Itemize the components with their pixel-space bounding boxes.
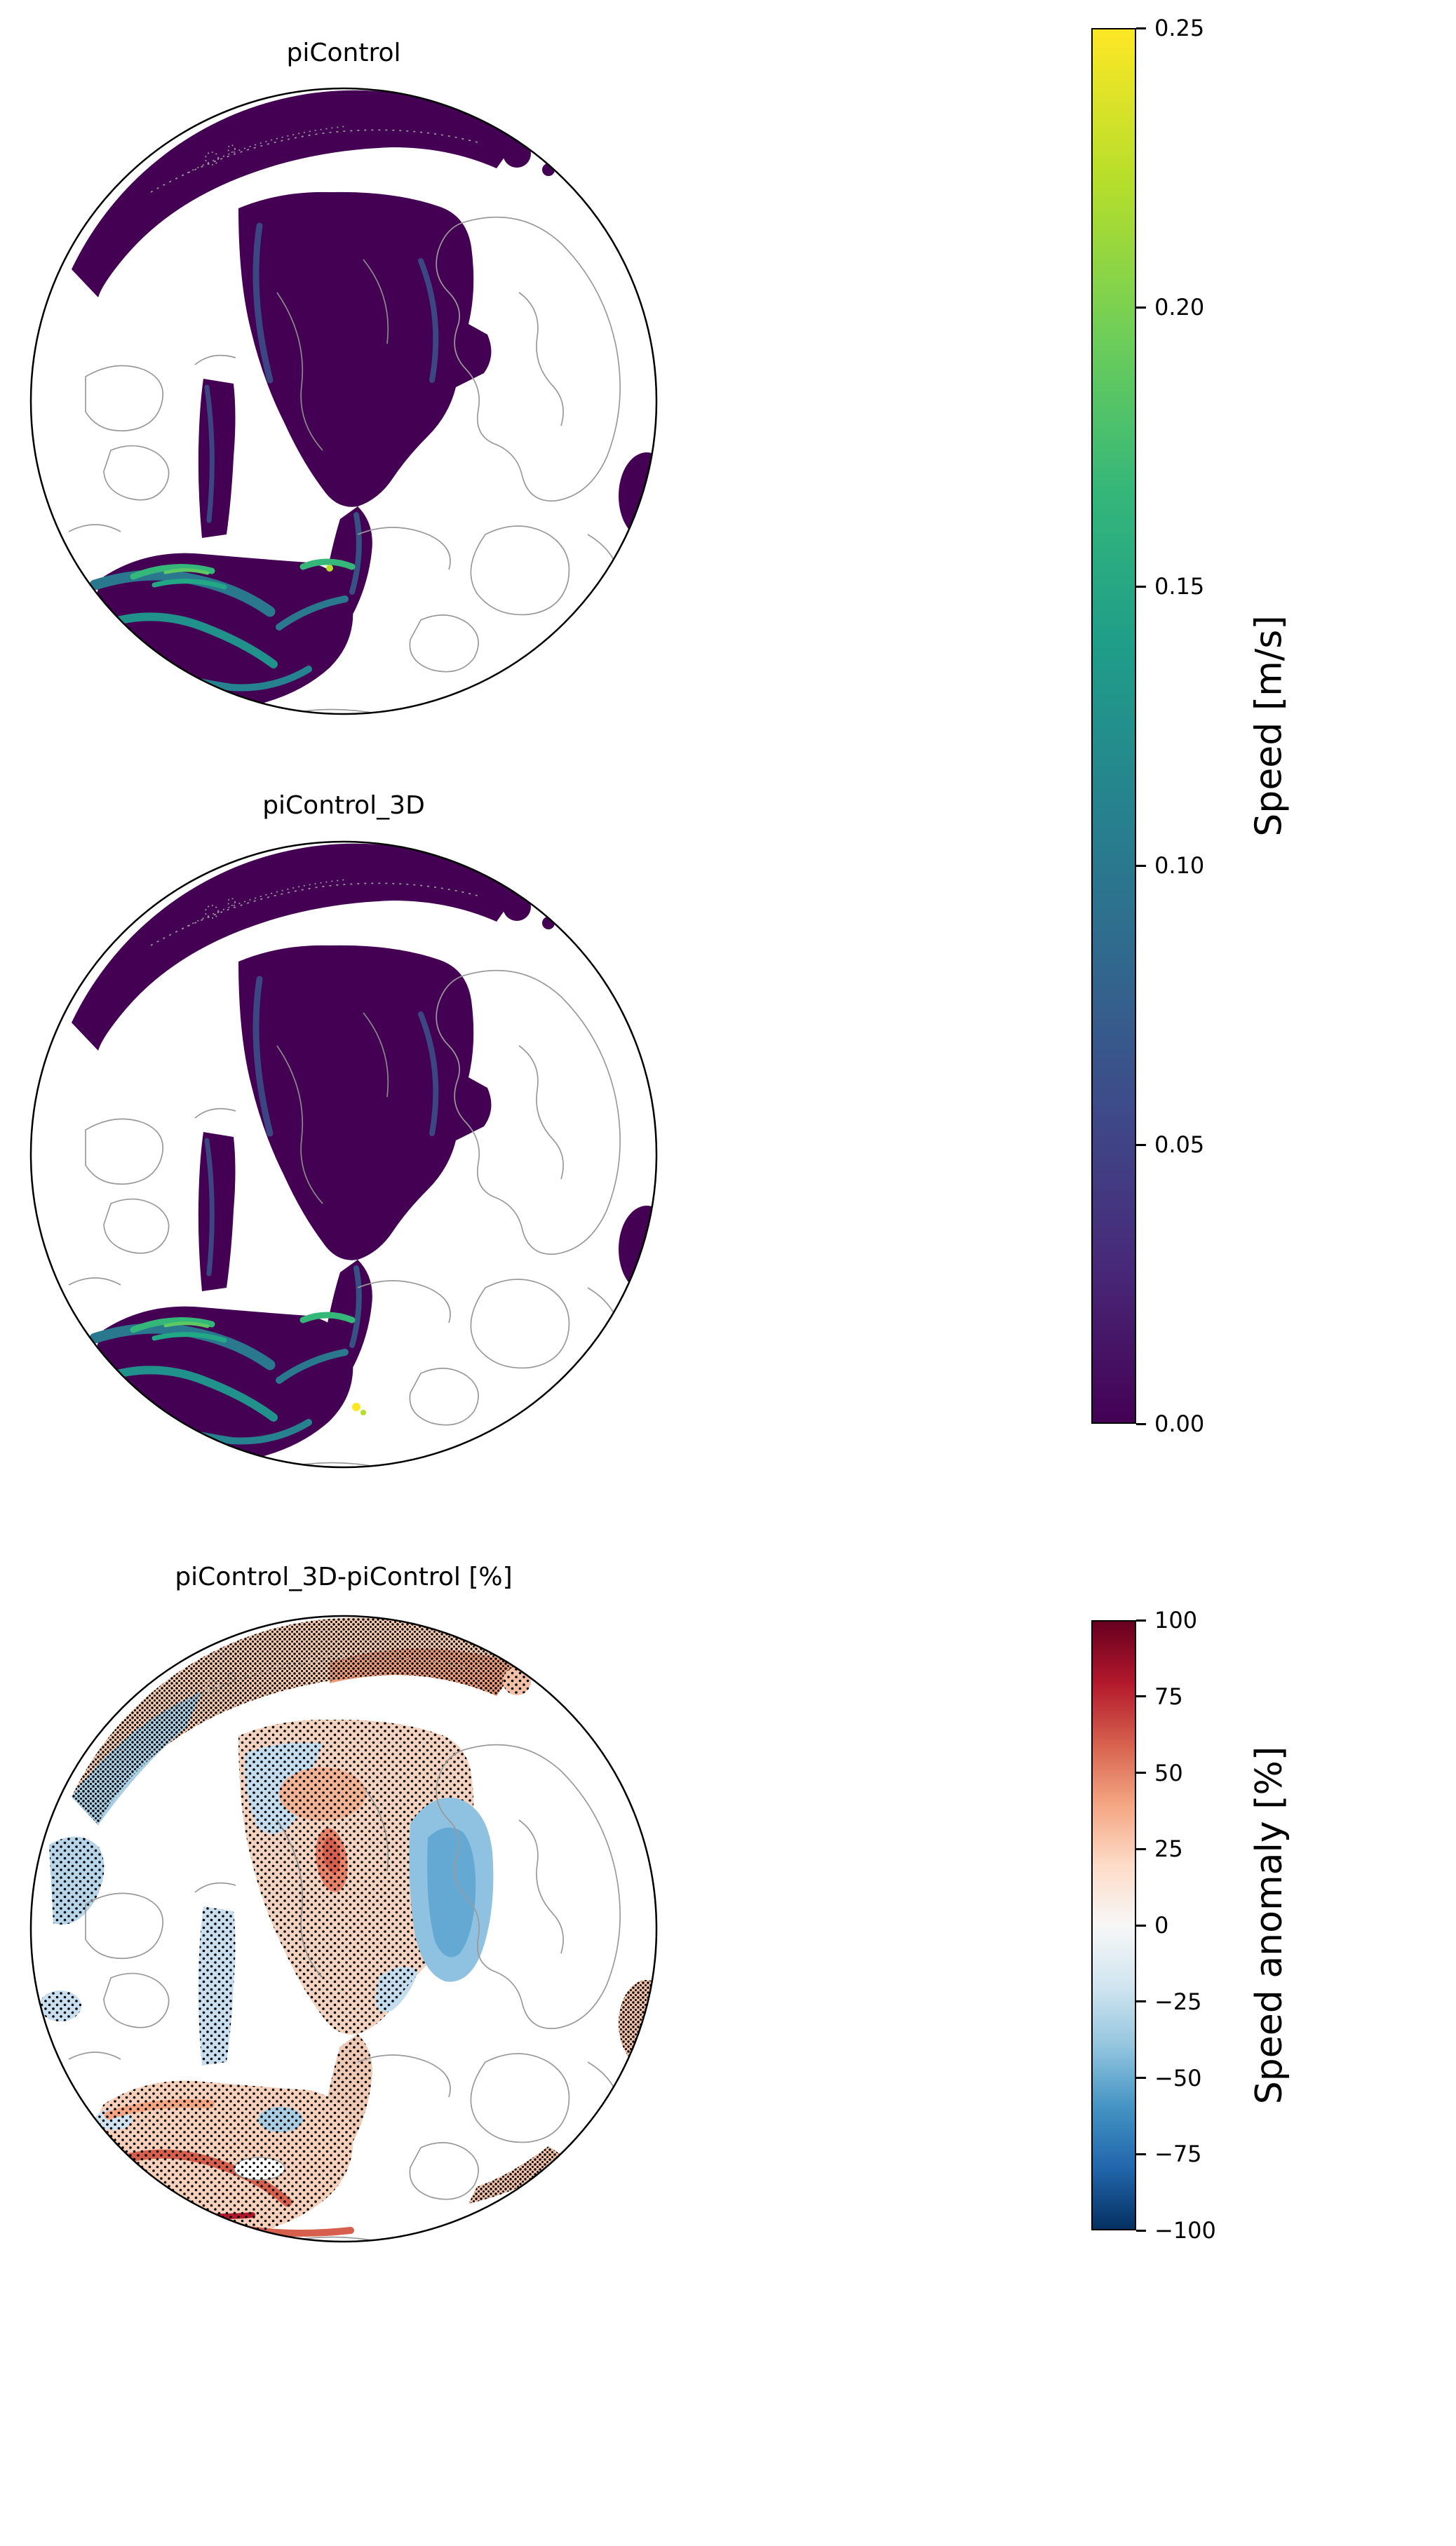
colorbar-speed-tick: 0.20 — [1136, 294, 1204, 321]
colorbar-anomaly: 100 75 50 25 0 −25 −50 −75 −100 — [1091, 1607, 1216, 2244]
colorbar-anomaly-gradient — [1091, 1620, 1136, 2230]
colorbar-anomaly-tick: −100 — [1136, 2217, 1216, 2244]
colorbar-anomaly-tick: 75 — [1136, 1683, 1183, 1710]
colorbar-anomaly-tick: −75 — [1136, 2141, 1202, 2167]
anomaly-fields — [39, 1617, 656, 2242]
tick-label: 0.15 — [1154, 573, 1205, 600]
colorbar-speed-tick: 0.25 — [1136, 15, 1204, 41]
tick-label: −100 — [1154, 2217, 1216, 2244]
tick-label: −75 — [1154, 2141, 1202, 2168]
colorbar-speed-tick: 0.10 — [1136, 852, 1204, 879]
tick-mark — [1136, 864, 1146, 867]
colorbar-anomaly-tick: 50 — [1136, 1760, 1183, 1786]
colorbar-anomaly-tick: 100 — [1136, 1607, 1197, 1634]
tick-mark — [1136, 2000, 1146, 2003]
tick-label: −25 — [1154, 1988, 1202, 2015]
tick-mark — [1136, 1422, 1146, 1425]
globe-anomaly — [29, 1615, 658, 2243]
globe-piControl-3D — [29, 840, 658, 1469]
colorbar-anomaly-tick: −50 — [1136, 2065, 1202, 2092]
colorbar-anomaly-tick: −25 — [1136, 1988, 1202, 2015]
tick-mark — [1136, 2153, 1146, 2155]
colorbar-speed-tick: 0.00 — [1136, 1410, 1204, 1437]
tick-mark — [1136, 1924, 1146, 1927]
colorbar-anomaly-tick: 25 — [1136, 1836, 1183, 1862]
tick-mark — [1136, 2077, 1146, 2079]
globe-outline — [29, 1615, 658, 2243]
tick-mark — [1136, 27, 1146, 29]
tick-mark — [1136, 2229, 1146, 2232]
tick-mark — [1136, 1847, 1146, 1850]
colorbar-speed-gradient — [1091, 28, 1136, 1424]
tick-label: −50 — [1154, 2064, 1202, 2092]
tick-label: 0.00 — [1154, 1410, 1205, 1437]
tick-label: 0.05 — [1154, 1131, 1205, 1158]
tick-label: 50 — [1154, 1759, 1183, 1786]
tick-mark — [1136, 1695, 1146, 1698]
globe-outline — [29, 840, 658, 1469]
colorbar-speed: 0.25 0.20 0.15 0.10 0.05 0.00 — [1091, 15, 1204, 1437]
globe-outline — [29, 87, 658, 715]
colorbar-anomaly-tick: 0 — [1136, 1912, 1168, 1939]
panel-title-piControl-3D: piControl_3D — [262, 791, 425, 820]
tick-mark — [1136, 306, 1146, 309]
tick-label: 75 — [1154, 1683, 1183, 1710]
colorbar-speed-label: Speed [m/s] — [1248, 615, 1291, 837]
tick-label: 0.20 — [1154, 294, 1205, 321]
colorbar-speed-tick: 0.05 — [1136, 1131, 1204, 1158]
tick-label: 0.10 — [1154, 852, 1205, 879]
tick-label: 25 — [1154, 1836, 1183, 1863]
tick-mark — [1136, 1143, 1146, 1146]
colorbar-speed-tick: 0.15 — [1136, 573, 1204, 600]
globe-piControl — [29, 87, 658, 715]
panel-title-anomaly: piControl_3D-piControl [%] — [175, 1563, 513, 1591]
tick-label: 0 — [1154, 1912, 1169, 1939]
tick-mark — [1136, 585, 1146, 588]
tick-mark — [1136, 1772, 1146, 1774]
colorbar-anomaly-label: Speed anomaly [%] — [1248, 1746, 1290, 2105]
tick-label: 100 — [1154, 1607, 1198, 1634]
tick-label: 0.25 — [1154, 15, 1205, 41]
tick-mark — [1136, 1619, 1146, 1622]
panel-title-piControl: piControl — [286, 39, 401, 67]
